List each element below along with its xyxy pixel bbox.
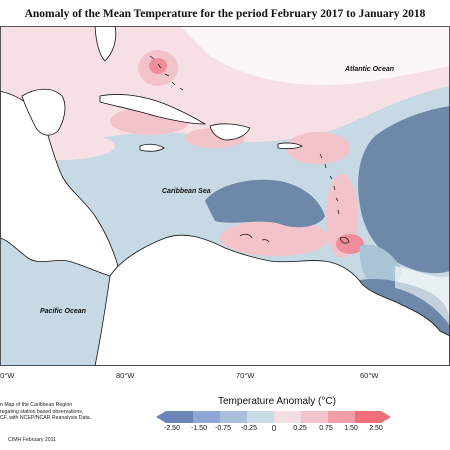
warm-spot-puerto-rico — [286, 132, 350, 164]
cold-anomaly-caribbean — [205, 179, 325, 228]
longitude-label-80w: 80°W — [116, 371, 135, 380]
legend-tick: -0.75 — [215, 425, 231, 432]
land-south-america — [94, 234, 450, 366]
small-islands — [149, 55, 350, 244]
cold-anomaly-atlantic — [358, 106, 450, 274]
legend-swatch — [274, 411, 301, 423]
credit-text: n Map of the Caribbean Region regating s… — [0, 402, 91, 422]
legend-tick: 0.25 — [293, 425, 307, 432]
land-cuba — [99, 94, 207, 125]
land-hispaniola — [209, 123, 251, 141]
legend-title: Temperature Anomaly (°C) — [218, 396, 336, 407]
warm-spot-trinidad — [336, 234, 364, 254]
legend-swatch-right-arrow — [381, 411, 391, 423]
land-yucatan — [21, 88, 66, 136]
legend-tick: 2.50 — [369, 425, 383, 432]
legend-tick: 1.50 — [344, 425, 358, 432]
map-title: Anomaly of the Mean Temperature for the … — [24, 8, 426, 20]
cold-anomaly-east — [359, 244, 402, 288]
legend-swatch — [355, 411, 381, 423]
credit-line: regating station based observations, — [0, 408, 84, 415]
legend-swatch — [247, 411, 274, 423]
label-pacific-ocean: Pacific Ocean — [40, 308, 86, 315]
warm-spot-bahamas-core — [149, 58, 167, 74]
legend-tick: 0.75 — [319, 425, 333, 432]
credit-line: n Map of the Caribbean Region — [0, 402, 73, 408]
longitude-label-60w: 60°W — [360, 371, 379, 380]
legend-swatch — [220, 411, 247, 423]
legend-tick: -2.50 — [164, 425, 180, 432]
legend-tick: -1.50 — [191, 425, 207, 432]
legend-swatch — [193, 411, 220, 423]
credit-line: CF, with NCEP/NCAR Reanalysis Data. — [0, 415, 92, 422]
legend-colorbar — [156, 411, 391, 423]
legend-tick: 0 — [271, 424, 277, 433]
neutral-anomaly-atlantic-east — [395, 266, 450, 326]
credit-footer: CIMH February 2011 — [8, 437, 57, 443]
land-masses — [0, 26, 450, 366]
legend-tick: -0.25 — [241, 425, 257, 432]
neutral-band-north — [180, 26, 450, 86]
label-caribbean-sea: Caribbean Sea — [162, 188, 211, 195]
legend-swatch — [301, 411, 328, 423]
land-florida — [94, 26, 117, 62]
warm-spot-venezuela-coast — [220, 220, 330, 256]
land-puerto-rico — [277, 142, 303, 149]
temperature-anomaly-map: Atlantic Ocean Caribbean Sea Pacific Oce… — [0, 26, 450, 366]
legend-swatch — [328, 411, 355, 423]
longitude-label-90w: 90°W — [0, 371, 15, 380]
label-atlantic-ocean: Atlantic Ocean — [344, 66, 394, 73]
land-jamaica — [139, 143, 165, 152]
legend-swatch — [166, 411, 193, 423]
longitude-label-70w: 70°W — [236, 371, 255, 380]
legend-swatch-left-arrow — [156, 411, 166, 423]
